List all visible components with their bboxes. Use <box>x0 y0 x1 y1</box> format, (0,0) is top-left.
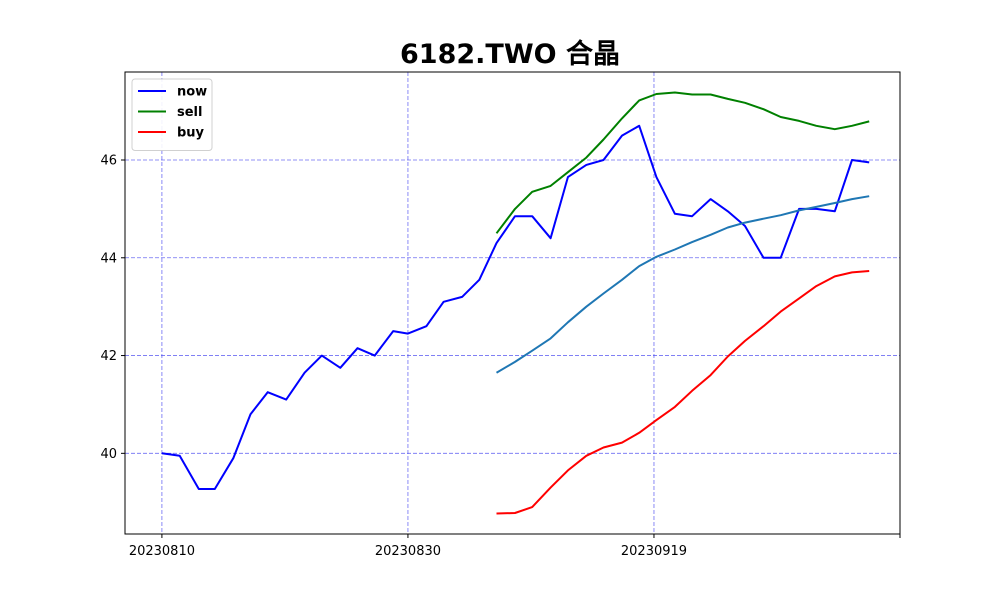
axes: 40 42 44 46 20230810 20230830 20230919 <box>100 154 901 559</box>
x-tick-label: 20230919 <box>621 544 687 559</box>
legend-label: buy <box>177 126 205 141</box>
series-line-buy <box>496 270 870 515</box>
series-lines <box>161 91 870 515</box>
y-tick-label: 40 <box>100 447 117 462</box>
legend-label: sell <box>177 105 202 120</box>
y-tick-label: 44 <box>100 251 117 266</box>
y-tick-label: 46 <box>100 154 117 169</box>
x-tick-label: 20230810 <box>129 544 195 559</box>
grid <box>125 72 900 534</box>
legend-label: now <box>177 85 207 100</box>
legend: now sell buy <box>131 78 213 151</box>
chart-title: 6182.TWO 合晶 <box>400 38 620 70</box>
series-line-sell <box>495 91 870 234</box>
plot-frame <box>124 71 901 535</box>
x-tick-label: 20230830 <box>375 544 441 559</box>
series-line-now <box>161 124 870 490</box>
series-line-average <box>495 195 870 374</box>
y-tick-label: 42 <box>100 349 117 364</box>
